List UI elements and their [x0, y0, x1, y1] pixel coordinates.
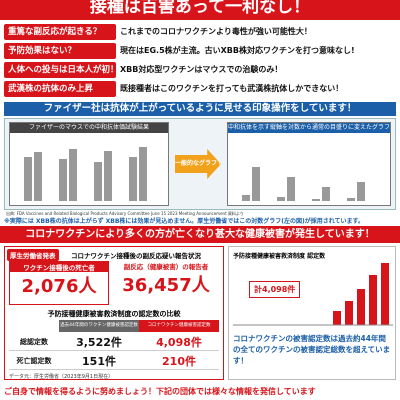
claim-label: 人体への投与は日本人が初！ [4, 62, 116, 78]
illustration [24, 147, 147, 201]
title: 接種は百害あって一利なし！ [0, 0, 400, 20]
table-cell: 4,098件 [139, 334, 219, 351]
chart-total: 計4,098件 [249, 281, 301, 298]
compare-title: 予防接種健康被害救済制度の認定数の比較 [47, 310, 181, 318]
figure-title: ファイザーのマウスでの中和抗体価試験結果 [10, 123, 168, 133]
claim-text: XBB対応型ワクチンはマウスでの治験のみ！ [120, 65, 283, 74]
table-header: 過去44年間のワクチン健康被害認定数 [59, 320, 139, 332]
figure: ファイザーのマウスでの中和抗体価試験結果 [9, 122, 169, 206]
stat-value: 36,457人 [122, 275, 210, 296]
badge: 厚生労働省発表 [7, 249, 59, 261]
subtitle: コロナワクチン接種後の副反応疑い報告状況 [71, 252, 201, 260]
conclusion: コロナワクチンの被害認定数は過去約44年間の全てのワクチンの被害認定総数を超えて… [233, 334, 391, 365]
footer: ご自身で情報を得るように努めましょう！下記の団体では様々な情報を発信しています [4, 387, 316, 396]
stats: 厚生労働省発表 コロナワクチン接種後の副反応疑い報告状況 ワクチン接種後の死亡者… [4, 246, 224, 380]
table-cell: 総認定数 [9, 334, 59, 351]
chart-panel: 予防接種健康被害救済制度 認定数 計4,098件 コロナワクチンの被害認定数は過… [228, 246, 396, 380]
note: ※実際には XBB株の抗体は上がらず XBB株には効果が見込めません。厚生労働省… [4, 218, 364, 225]
banner: コロナワクチンにより多くの方が亡くなり甚大な健康被害が発生しています！ [0, 226, 400, 243]
banner: ファイザー社は抗体が上がっているように見せる印象操作をしています！ [4, 102, 396, 116]
claim-label: 予防効果はない？ [4, 43, 116, 59]
stat: ワクチン接種後の死亡者 2,076人 [9, 261, 109, 305]
table-header: コロナワクチン健康被害認定数 [139, 320, 219, 332]
stat-value: 2,076人 [21, 276, 97, 297]
stat: 副反応（健康被害）の報告者 36,457人 [113, 261, 219, 305]
stat-label: ワクチン接種後の死亡者 [10, 262, 108, 272]
table-cell: 3,522件 [59, 334, 139, 351]
table: 過去44年間のワクチン健康被害認定数 コロナワクチン健康被害認定数総認定数 3,52… [9, 320, 219, 372]
claim-text: 既接種者はこのワクチンを打っても武漢株抗体しかできない！ [120, 84, 344, 93]
illustration [242, 167, 365, 201]
claim-text: これまでのコロナワクチンより毒性が強い可能性大！ [120, 27, 312, 36]
arrow: 一般的なグラフでは [175, 149, 221, 179]
claim-text: 現在はEG.5株が主流。古いXBB株対応ワクチンを打つ意味なし! [120, 46, 355, 55]
chart-area: ファイザーのマウスでの中和抗体価試験結果 一般的なグラフでは 中和抗体を示す縦軸… [4, 118, 396, 210]
claim-label: 重篤な副反応が起きる？ [4, 24, 116, 40]
figure-title: 中和抗体を示す縦軸を対数から通常の目盛りに変えたグラフ [228, 123, 390, 133]
illustration [233, 263, 393, 326]
figure: 中和抗体を示す縦軸を対数から通常の目盛りに変えたグラフ [227, 122, 391, 206]
table-cell: 210件 [139, 353, 219, 370]
data-source: データ元：厚生労働省（2023年9月1日現在） [9, 374, 114, 380]
claim-label: 武漢株の抗体のみ上昇 [4, 81, 116, 97]
chart-title: 予防接種健康被害救済制度 認定数 [233, 253, 326, 260]
stat-label: 副反応（健康被害）の報告者 [123, 263, 209, 271]
table-cell: 死亡認定数 [9, 353, 59, 370]
source: 出典: FDA Vaccines and Related Biological … [6, 211, 244, 216]
table-cell: 151件 [59, 353, 139, 370]
